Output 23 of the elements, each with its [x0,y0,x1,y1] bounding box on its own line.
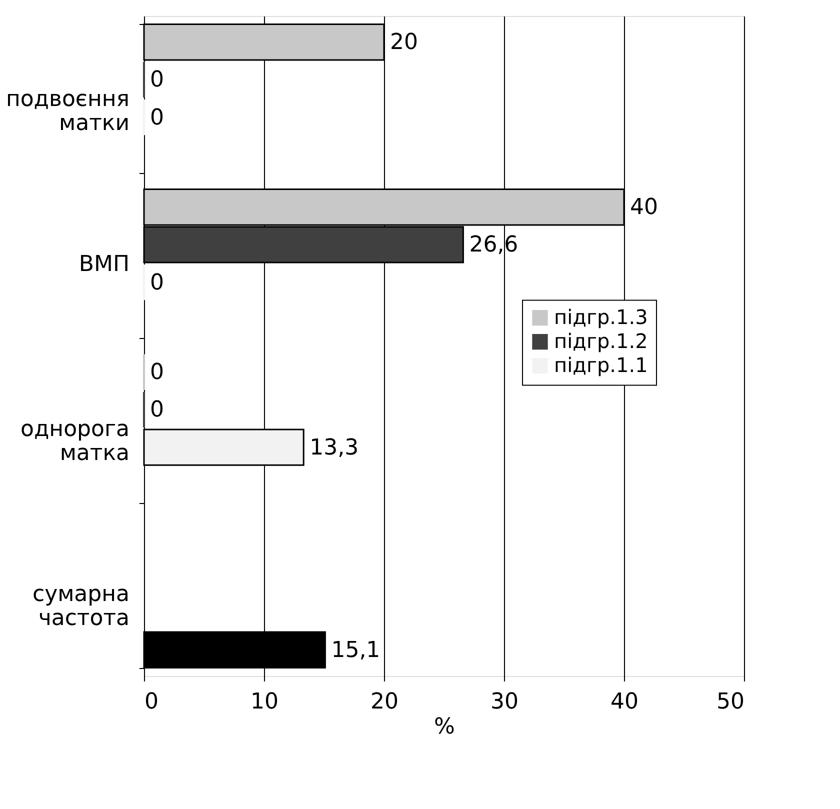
data-label: 0 [150,398,164,423]
data-label: 40 [630,195,658,220]
x-tick-label: 30 [490,690,518,714]
data-label: 15,1 [331,638,380,663]
y-tick-label: подвоєння матки [6,87,130,136]
data-label: 0 [150,105,164,130]
x-tick-label: 0 [144,690,158,714]
data-label: 0 [150,360,164,386]
x-tick-label: 50 [716,690,744,714]
y-tick-label: однорога матка [20,417,130,466]
data-label: 0 [150,270,164,296]
x-tick-label: 10 [250,690,278,714]
data-label: 0 [150,68,164,93]
legend-label: підгр.1.3 [554,304,648,329]
x-axis-title: % [434,714,455,740]
data-label: 13,3 [310,435,359,460]
legend-label: підгр.1.2 [554,328,648,353]
x-tick-label: 40 [610,690,638,714]
y-tick-label: ВМП [78,252,130,277]
legend-label: підгр.1.1 [554,352,648,377]
data-label: 20 [390,30,418,56]
y-tick-label: сумарна частота [32,582,130,631]
x-tick-label: 20 [370,690,398,714]
